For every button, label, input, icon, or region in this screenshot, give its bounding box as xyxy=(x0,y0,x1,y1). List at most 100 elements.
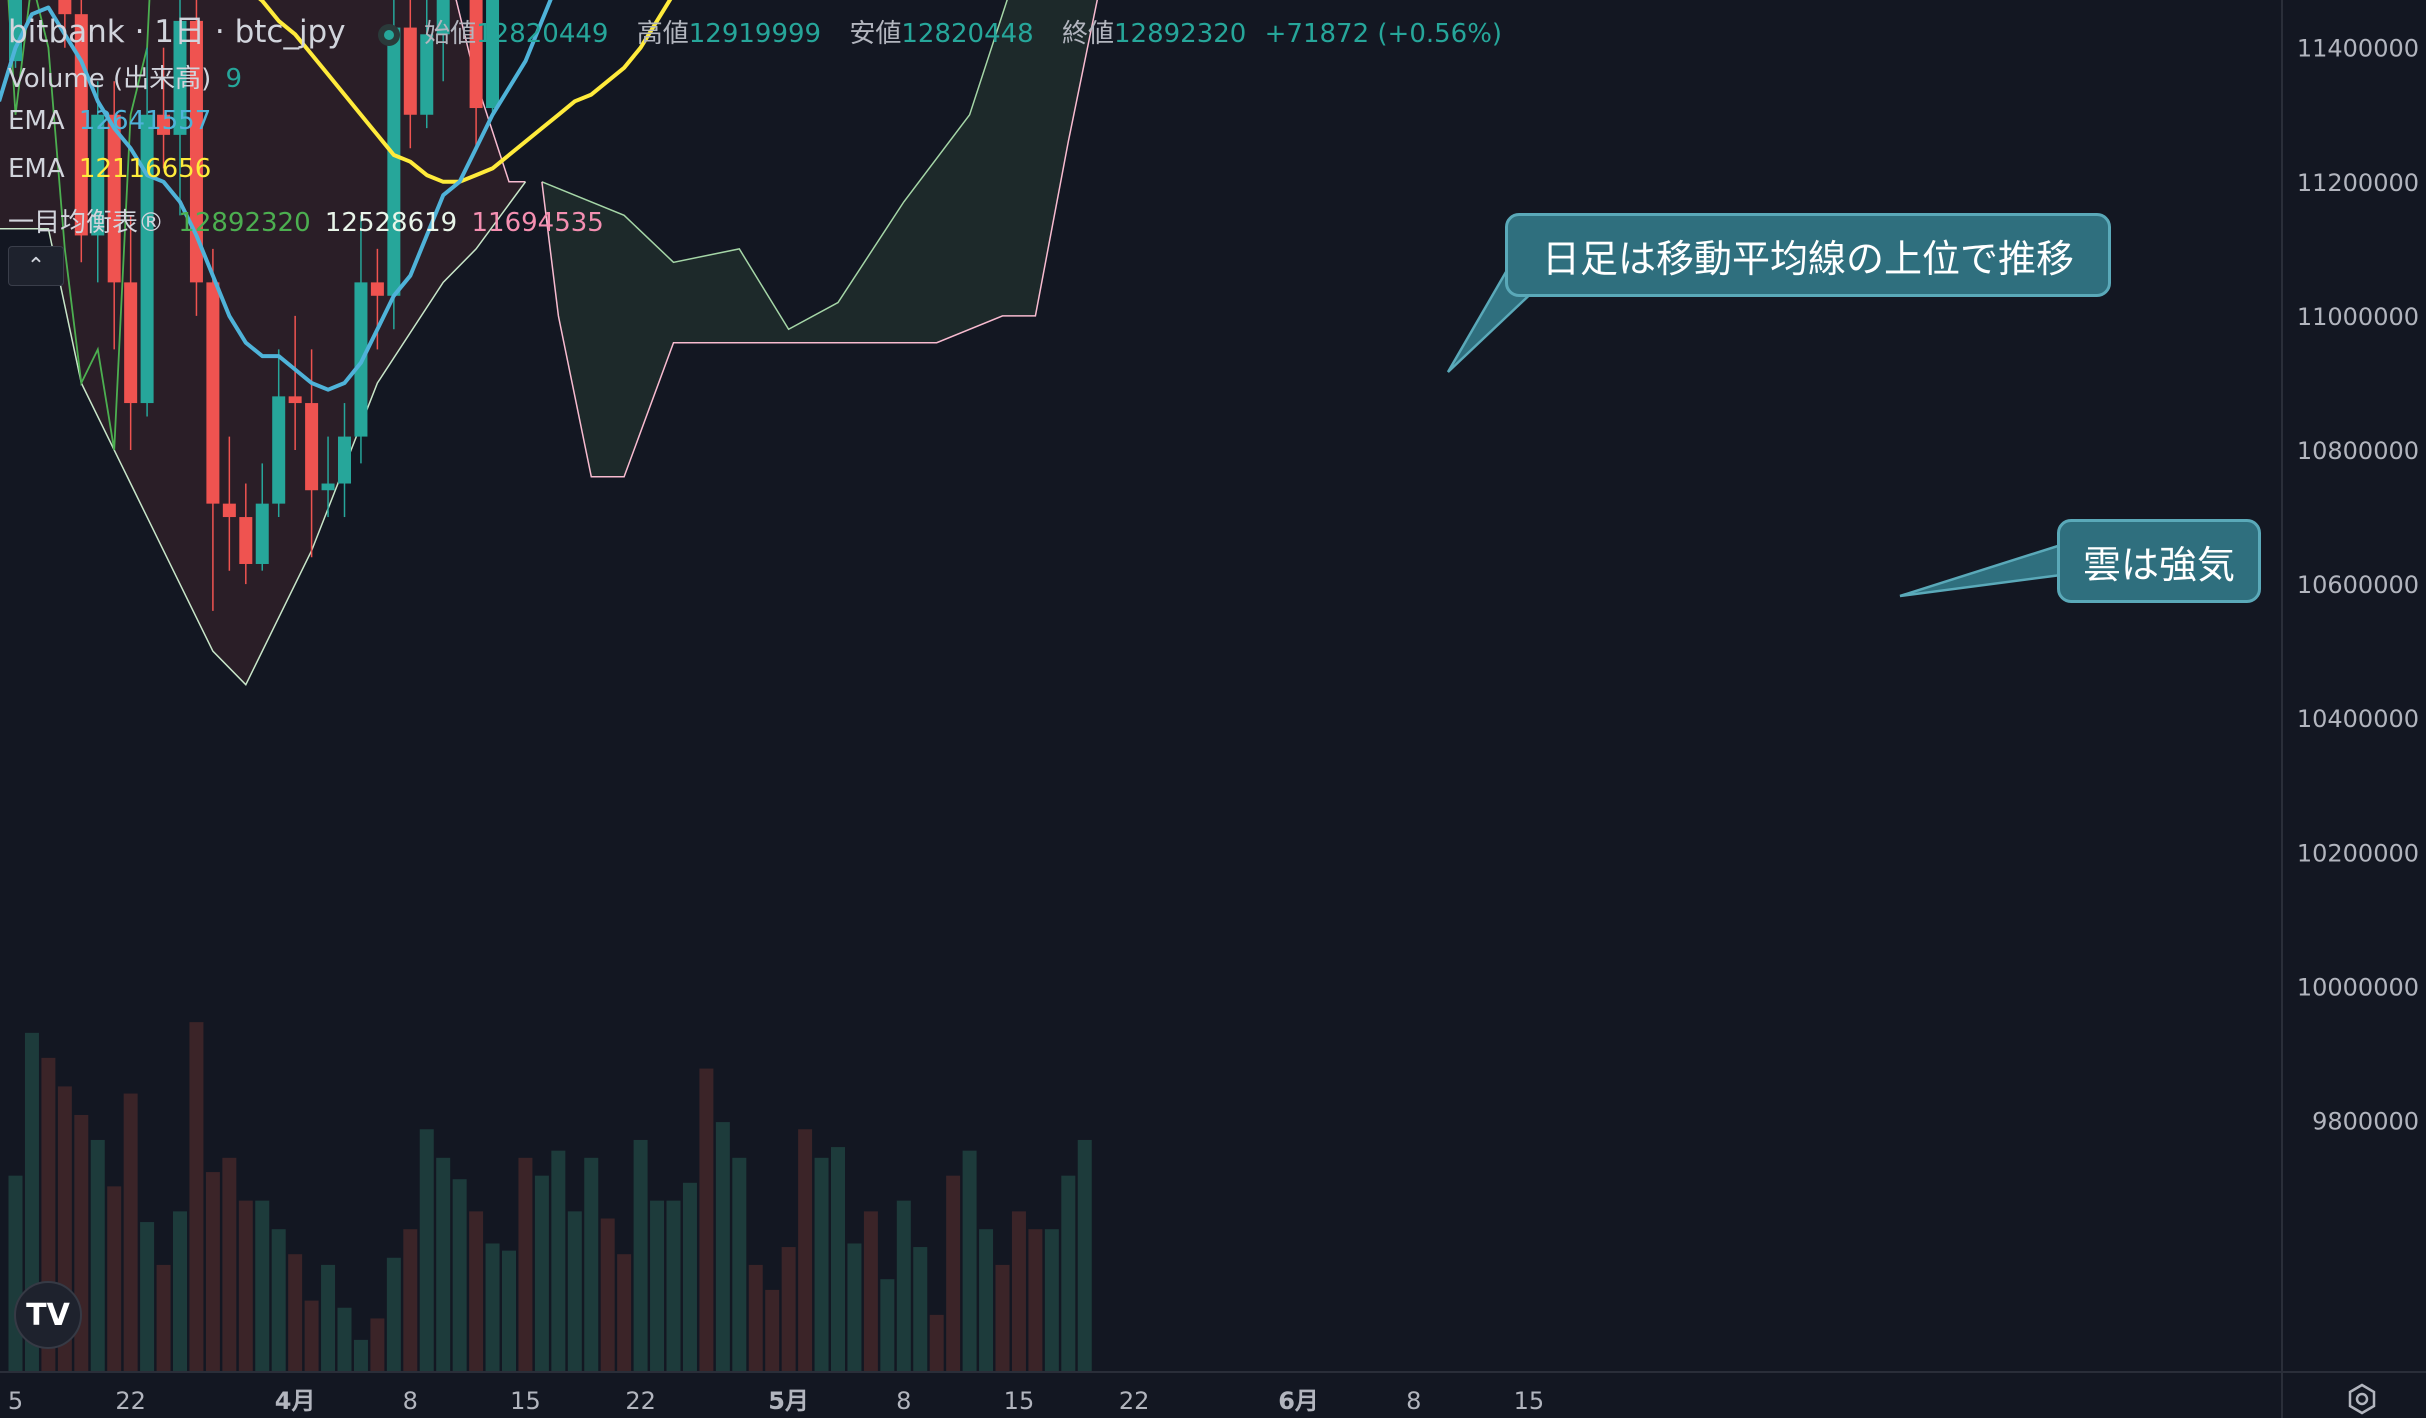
ichimoku-legend[interactable]: 一目均衡表® 12892320 12528619 11694535 xyxy=(8,202,610,239)
volume-bar xyxy=(682,1182,697,1372)
time-axis-label: 8 xyxy=(896,1387,911,1415)
volume-bar xyxy=(140,1222,155,1372)
volume-bar xyxy=(962,1150,977,1372)
volume-bar xyxy=(650,1200,665,1372)
candle-body xyxy=(58,0,72,15)
volume-bar xyxy=(238,1200,253,1372)
volume-bar xyxy=(452,1179,467,1372)
candle-body xyxy=(9,0,22,62)
ichimoku-value-1: 12892320 xyxy=(178,208,311,238)
time-axis-label: 22 xyxy=(115,1387,146,1415)
candle-body xyxy=(157,114,171,135)
ichimoku-cloud-bullish xyxy=(541,0,1098,477)
candle-body xyxy=(222,503,236,518)
time-axis-label: 8 xyxy=(403,1387,418,1415)
collapse-legend-button[interactable]: ⌃ xyxy=(8,246,64,286)
volume-bar xyxy=(633,1139,648,1372)
volume-bar xyxy=(534,1175,549,1372)
candle-body xyxy=(486,0,500,109)
tradingview-logo-icon[interactable]: TV xyxy=(14,1281,82,1349)
time-axis-label: 5 xyxy=(8,1387,23,1415)
price-axis-label: 10600000 xyxy=(2297,571,2419,599)
volume-bar xyxy=(765,1289,780,1372)
volume-bar xyxy=(781,1247,796,1372)
candle-body xyxy=(387,27,401,296)
volume-bar xyxy=(732,1157,747,1372)
chevron-up-icon: ⌃ xyxy=(26,253,46,279)
price-axis-label: 9800000 xyxy=(2312,1108,2419,1136)
ichimoku-value-3: 11694535 xyxy=(471,208,604,238)
volume-bar xyxy=(863,1211,878,1372)
candle-body xyxy=(288,396,302,404)
volume-bar xyxy=(798,1129,813,1372)
volume-bar xyxy=(321,1264,336,1372)
candle-body xyxy=(305,403,319,491)
ichimoku-value-2: 12528619 xyxy=(324,208,458,238)
volume-legend[interactable]: Volume (出来高) 9 xyxy=(8,58,248,95)
volume-bar xyxy=(896,1200,911,1372)
close-label: 終値 xyxy=(1062,19,1115,49)
senkou-span-b-past xyxy=(455,0,526,183)
volume-bar xyxy=(584,1157,599,1372)
candle-body xyxy=(321,483,335,491)
volume-bar xyxy=(880,1279,895,1372)
symbol-title[interactable]: bitbank · 1日 · btc_jpy xyxy=(8,14,346,50)
senkou-span-b xyxy=(541,0,1099,478)
time-axis-label: 22 xyxy=(625,1387,656,1415)
candle-body xyxy=(91,114,105,236)
candle-body xyxy=(239,517,253,564)
ema-slow-value: 12116656 xyxy=(78,154,212,184)
time-axis-label: 5月 xyxy=(768,1387,809,1415)
price-axis-label: 10400000 xyxy=(2297,705,2419,733)
volume-bar xyxy=(600,1218,615,1372)
change-value: +71872 (+0.56%) xyxy=(1264,19,1503,49)
ema-fast-label: EMA xyxy=(8,106,65,136)
annotation-callout-cloud[interactable]: 雲は強気 xyxy=(2057,519,2261,603)
price-axis-label: 11200000 xyxy=(2297,169,2419,197)
volume-bar xyxy=(929,1314,944,1372)
volume-bar xyxy=(271,1229,286,1372)
candle-body xyxy=(206,282,220,504)
candle-body xyxy=(370,282,384,296)
candle-body xyxy=(189,20,203,283)
time-axis-label: 4月 xyxy=(275,1387,316,1415)
candle-body xyxy=(255,503,269,564)
ema-slow-label: EMA xyxy=(8,154,65,184)
ema-slow-legend[interactable]: EMA 12116656 xyxy=(8,154,217,184)
ichimoku-label: 一目均衡表® xyxy=(8,208,165,238)
low-label: 安値 xyxy=(849,19,902,49)
volume-bar xyxy=(8,1175,23,1372)
volume-bar xyxy=(370,1318,385,1372)
volume-bar xyxy=(403,1229,418,1372)
volume-bar xyxy=(502,1250,516,1372)
volume-bar xyxy=(386,1257,401,1372)
volume-bar xyxy=(436,1157,451,1372)
gear-icon[interactable] xyxy=(2346,1383,2378,1415)
open-label: 始値 xyxy=(424,19,477,49)
volume-bar xyxy=(1061,1175,1076,1372)
volume-bar xyxy=(946,1175,961,1372)
volume-bar xyxy=(353,1339,368,1372)
candle-body xyxy=(469,0,483,109)
price-axis-label: 10800000 xyxy=(2297,437,2419,465)
volume-bar xyxy=(666,1200,681,1372)
volume-bar xyxy=(913,1247,928,1372)
volume-bar xyxy=(567,1211,582,1372)
price-axis-label: 10000000 xyxy=(2297,973,2419,1001)
volume-bar xyxy=(337,1307,352,1372)
annotation-callout-ema[interactable]: 日足は移動平均線の上位で推移 xyxy=(1505,213,2111,297)
close-value: 12892320 xyxy=(1114,19,1247,49)
volume-bar xyxy=(255,1200,270,1372)
volume-bar xyxy=(699,1068,714,1372)
senkou-span-a-past xyxy=(0,181,527,686)
volume-bar xyxy=(518,1157,533,1372)
volume-bar xyxy=(847,1243,862,1372)
candle-body xyxy=(173,20,187,135)
price-axis-label: 11400000 xyxy=(2297,35,2419,63)
volume-bar xyxy=(469,1211,484,1372)
ema-slow-line xyxy=(258,0,673,184)
high-label: 高値 xyxy=(636,19,689,49)
volume-bar xyxy=(551,1150,566,1372)
candle-body xyxy=(403,27,417,115)
ema-fast-legend[interactable]: EMA 12641557 xyxy=(8,106,217,136)
